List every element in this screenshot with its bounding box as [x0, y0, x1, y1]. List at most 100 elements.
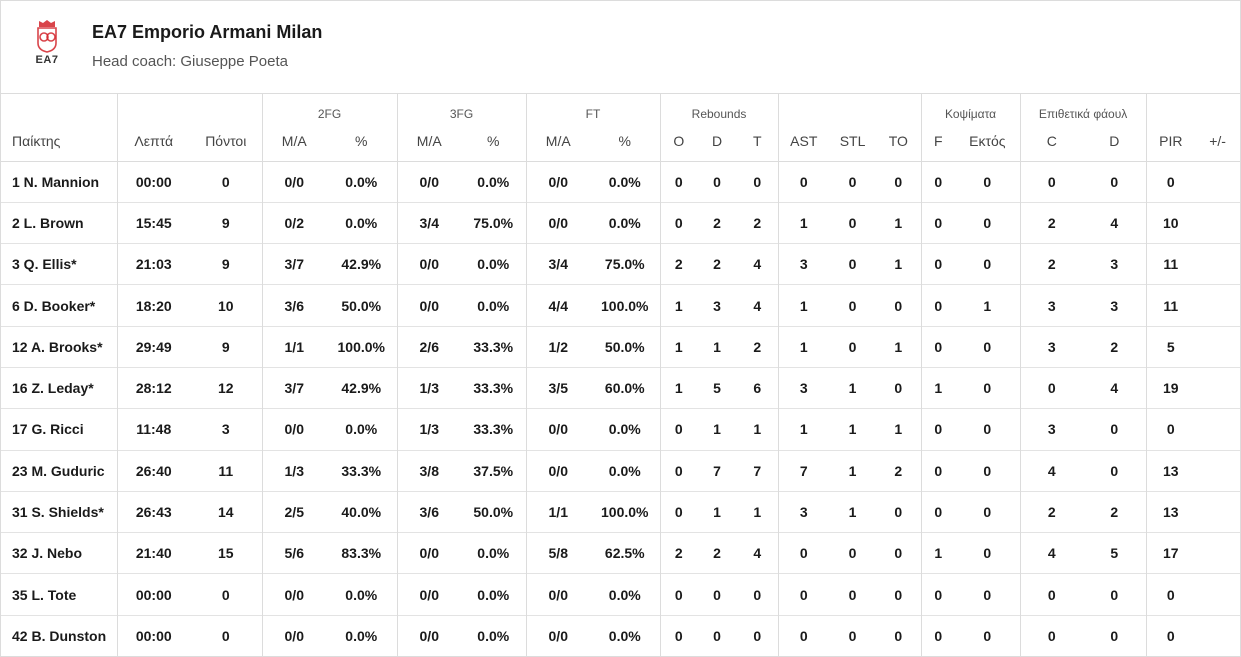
col-reb-t[interactable]: T — [753, 132, 762, 149]
cell-pir: 0 — [1145, 408, 1196, 451]
cell-2fg-pct: 40.0% — [341, 504, 382, 521]
col-ast[interactable]: AST — [777, 121, 830, 161]
cell-pir: 10 — [1145, 202, 1196, 244]
cell-reb-o: 2 — [659, 243, 698, 285]
cell-2fg-ma: 0/0 — [261, 573, 326, 616]
cell-player-name[interactable]: 31 S. Shields* — [12, 504, 104, 521]
cell-pir: 0 — [1145, 573, 1196, 616]
table-row: 1 N. Mannion 00:00 0 0/0 0.0% 0/0 0.0% 0/0 0.0% 0… — [1, 161, 1241, 203]
cell-minutes: 21:03 — [116, 243, 190, 285]
col-2fg-pct[interactable]: % — [355, 132, 368, 149]
cell-plus-minus — [1195, 533, 1240, 574]
cell-2fg-pct: 0.0% — [345, 586, 378, 603]
cell-player-name[interactable]: 16 Z. Leday* — [12, 380, 94, 397]
cell-ast: 1 — [777, 284, 830, 327]
column-group-header: 2FG 3FG FT Rebounds Κοψίματα Επιθετικά φ… — [1, 94, 1241, 121]
group-empty — [1145, 94, 1241, 121]
cell-player-name[interactable]: 23 M. Guduric — [12, 462, 105, 479]
cell-2fg-ma: 0/0 — [261, 161, 326, 203]
cell-points: 0 — [221, 628, 230, 645]
col-3fg-ma[interactable]: M/A — [396, 121, 461, 161]
cell-stl: 1 — [848, 380, 857, 397]
col-plus-minus[interactable]: +/- — [1209, 132, 1226, 149]
col-foul-c[interactable]: C — [1019, 121, 1084, 161]
cell-foul-c: 2 — [1019, 243, 1084, 285]
cell-pir: 5 — [1145, 326, 1196, 368]
cell-foul-c: 3 — [1019, 284, 1084, 327]
cell-minutes: 26:40 — [116, 450, 190, 492]
cell-ast: 0 — [777, 615, 830, 657]
cell-plus-minus — [1195, 285, 1240, 326]
team-header: EA7 EA7 Emporio Armani Milan Head coach:… — [1, 1, 1240, 94]
cell-player-name[interactable]: 32 J. Nebo — [12, 545, 83, 562]
table-row: 16 Z. Leday* 28:12 12 3/7 42.9% 1/3 33.3% 3/5 60… — [1, 367, 1241, 409]
cell-3fg-pct: 0.0% — [477, 586, 510, 603]
cell-pir: 13 — [1145, 491, 1196, 533]
cell-3fg-pct: 75.0% — [473, 214, 514, 231]
table-row: 42 B. Dunston 00:00 0 0/0 0.0% 0/0 0.0% 0/0 0.0%… — [1, 615, 1240, 657]
col-3fg-pct[interactable]: % — [487, 132, 500, 149]
cell-3fg-ma: 0/0 — [396, 243, 461, 285]
cell-3fg-pct: 0.0% — [477, 628, 510, 645]
col-ft-ma[interactable]: M/A — [525, 121, 590, 161]
cell-foul-c: 0 — [1019, 573, 1084, 616]
table-row: 17 G. Ricci 11:48 3 0/0 0.0% 1/3 33.3% 0/0 0.0% 0… — [1, 408, 1241, 451]
cell-reb-o: 0 — [659, 573, 698, 616]
cell-reb-d: 1 — [713, 504, 721, 521]
col-player[interactable]: Παίκτης — [12, 132, 61, 149]
cell-stl: 0 — [848, 214, 857, 231]
cell-to: 1 — [894, 256, 903, 273]
cell-to: 0 — [894, 628, 903, 645]
cell-3fg-pct: 37.5% — [473, 462, 514, 479]
cell-3fg-pct: 0.0% — [477, 256, 510, 273]
cell-2fg-ma: 1/1 — [261, 326, 326, 368]
col-blk-f[interactable]: F — [920, 121, 956, 161]
cell-pir: 11 — [1145, 284, 1196, 327]
cell-foul-d: 5 — [1110, 545, 1119, 562]
col-2fg-ma[interactable]: M/A — [261, 121, 326, 161]
cell-ft-ma: 5/8 — [525, 532, 590, 574]
cell-points: 12 — [217, 380, 234, 397]
cell-player-name[interactable]: 2 L. Brown — [12, 214, 84, 231]
cell-to: 1 — [894, 338, 903, 355]
col-reb-o[interactable]: O — [659, 121, 698, 161]
cell-ft-ma: 0/0 — [525, 202, 590, 244]
col-stl[interactable]: STL — [839, 132, 866, 149]
cell-player-name[interactable]: 35 L. Tote — [12, 586, 77, 603]
cell-minutes: 26:43 — [116, 491, 190, 533]
col-minutes[interactable]: Λεπτά — [116, 121, 190, 161]
col-to[interactable]: TO — [888, 132, 908, 149]
cell-2fg-pct: 0.0% — [345, 421, 378, 438]
cell-ast: 0 — [777, 573, 830, 616]
col-points[interactable]: Πόντοι — [205, 132, 247, 149]
player-stats-table: 2FG 3FG FT Rebounds Κοψίματα Επιθετικά φ… — [1, 94, 1241, 657]
cell-reb-d: 2 — [713, 256, 721, 273]
cell-player-name[interactable]: 42 B. Dunston — [12, 628, 107, 645]
cell-3fg-ma: 2/6 — [396, 326, 461, 368]
cell-stl: 0 — [848, 297, 857, 314]
col-ft-pct[interactable]: % — [618, 132, 631, 149]
cell-player-name[interactable]: 12 A. Brooks* — [12, 338, 103, 355]
cell-pir: 0 — [1145, 161, 1196, 203]
cell-3fg-ma: 0/0 — [396, 161, 461, 203]
cell-blk-f: 0 — [920, 161, 956, 203]
cell-player-name[interactable]: 6 D. Booker* — [12, 297, 96, 314]
cell-player-name[interactable]: 1 N. Mannion — [12, 173, 100, 190]
col-foul-d[interactable]: D — [1109, 132, 1120, 149]
cell-reb-t: 1 — [753, 504, 762, 521]
cell-reb-d: 3 — [713, 297, 721, 314]
cell-reb-o: 1 — [659, 326, 698, 368]
cell-player-name[interactable]: 17 G. Ricci — [12, 421, 84, 438]
col-pir[interactable]: PIR — [1145, 121, 1196, 161]
cell-2fg-ma: 3/6 — [261, 284, 326, 327]
cell-pir: 19 — [1145, 367, 1196, 409]
col-blk-ag[interactable]: Εκτός — [969, 132, 1006, 149]
cell-player-name[interactable]: 3 Q. Ellis* — [12, 256, 77, 273]
cell-reb-t: 6 — [753, 380, 762, 397]
col-reb-d[interactable]: D — [711, 132, 723, 149]
cell-minutes: 29:49 — [116, 326, 190, 368]
cell-to: 2 — [894, 462, 903, 479]
cell-ast: 7 — [777, 450, 830, 492]
cell-3fg-ma: 3/6 — [396, 491, 461, 533]
cell-3fg-pct: 33.3% — [473, 380, 514, 397]
